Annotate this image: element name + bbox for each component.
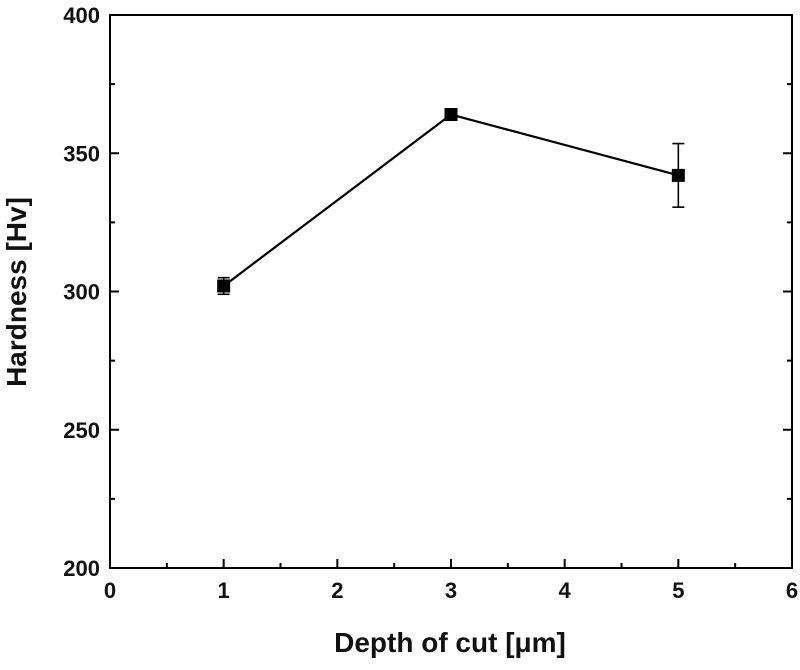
x-tick-label: 4: [559, 578, 572, 603]
data-point: [671, 168, 685, 182]
x-tick-label: 3: [445, 578, 457, 603]
x-axis-ticks: 0 1 2 3 4 5 6: [104, 559, 798, 603]
x-tick-label: 5: [672, 578, 684, 603]
x-tick-label: 0: [104, 578, 116, 603]
data-point: [444, 108, 458, 122]
y-tick-label: 300: [63, 280, 100, 305]
y-tick-label: 350: [63, 141, 100, 166]
y-tick-label: 250: [63, 418, 100, 443]
series-layer: [217, 108, 685, 296]
plot-frame: [109, 14, 793, 569]
y-tick-label: 400: [63, 3, 100, 28]
series-line: [223, 113, 679, 287]
y-tick-label: 200: [63, 556, 100, 581]
x-axis-label: Depth of cut [μm]: [334, 627, 566, 658]
x-tick-label: 1: [218, 578, 230, 603]
y-axis-ticks: 200 250 300 350 400: [63, 3, 792, 581]
x-tick-label: 6: [786, 578, 798, 603]
y-axis-label: Hardness [Hv]: [1, 197, 32, 387]
x-tick-label: 2: [331, 578, 343, 603]
data-point: [217, 279, 231, 293]
plot-area-border: [109, 14, 793, 569]
